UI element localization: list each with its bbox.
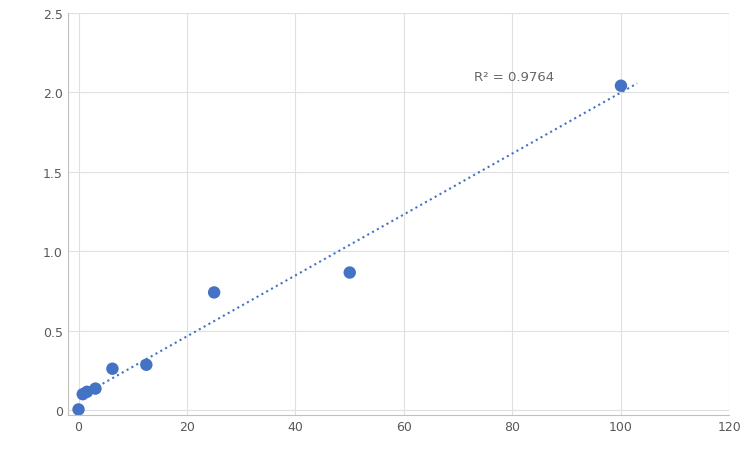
- Text: R² = 0.9764: R² = 0.9764: [475, 70, 555, 83]
- Point: [615, 83, 627, 90]
- Point: [141, 361, 153, 368]
- Point: [208, 289, 220, 296]
- Point: [81, 388, 93, 396]
- Point: [72, 406, 84, 413]
- Point: [107, 365, 119, 373]
- Point: [89, 385, 102, 392]
- Point: [344, 269, 356, 276]
- Point: [77, 391, 89, 398]
